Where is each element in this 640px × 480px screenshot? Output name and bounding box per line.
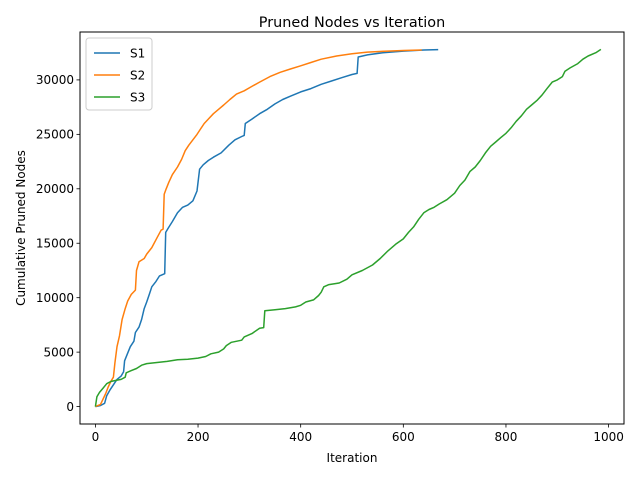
legend-label: S3	[130, 90, 145, 104]
series-layer	[94, 48, 602, 408]
plot-frame	[79, 31, 625, 425]
legend-label: S2	[130, 68, 145, 82]
legend-label: S1	[130, 46, 145, 60]
y-tick-label: 0	[66, 400, 74, 414]
series-line-s3	[94, 48, 602, 407]
y-tick-label: 5000	[43, 345, 74, 359]
x-tick-label: 0	[92, 430, 100, 444]
x-axis-title: Iteration	[327, 451, 378, 465]
chart-title: Pruned Nodes vs Iteration	[259, 15, 445, 31]
y-tick-label: 15000	[36, 237, 74, 251]
y-tick-label: 30000	[36, 73, 74, 87]
y-axis: 0 5000 10000 15000 20000 25000 30000	[36, 73, 80, 414]
x-tick-label: 800	[495, 430, 518, 444]
legend: S1 S2 S3	[85, 37, 153, 111]
x-axis: 0 200 400 600 800 1000	[92, 424, 624, 444]
series-line-s2	[95, 49, 422, 408]
x-tick-label: 400	[289, 430, 312, 444]
y-tick-label: 10000	[36, 291, 74, 305]
x-tick-label: 600	[392, 430, 415, 444]
y-axis-title: Cumulative Pruned Nodes	[14, 150, 28, 306]
x-tick-label: 1000	[593, 430, 624, 444]
x-tick-label: 200	[187, 430, 210, 444]
y-tick-label: 20000	[36, 182, 74, 196]
legend-box	[85, 37, 153, 111]
series-line-s1	[95, 48, 439, 408]
y-tick-label: 25000	[36, 128, 74, 142]
